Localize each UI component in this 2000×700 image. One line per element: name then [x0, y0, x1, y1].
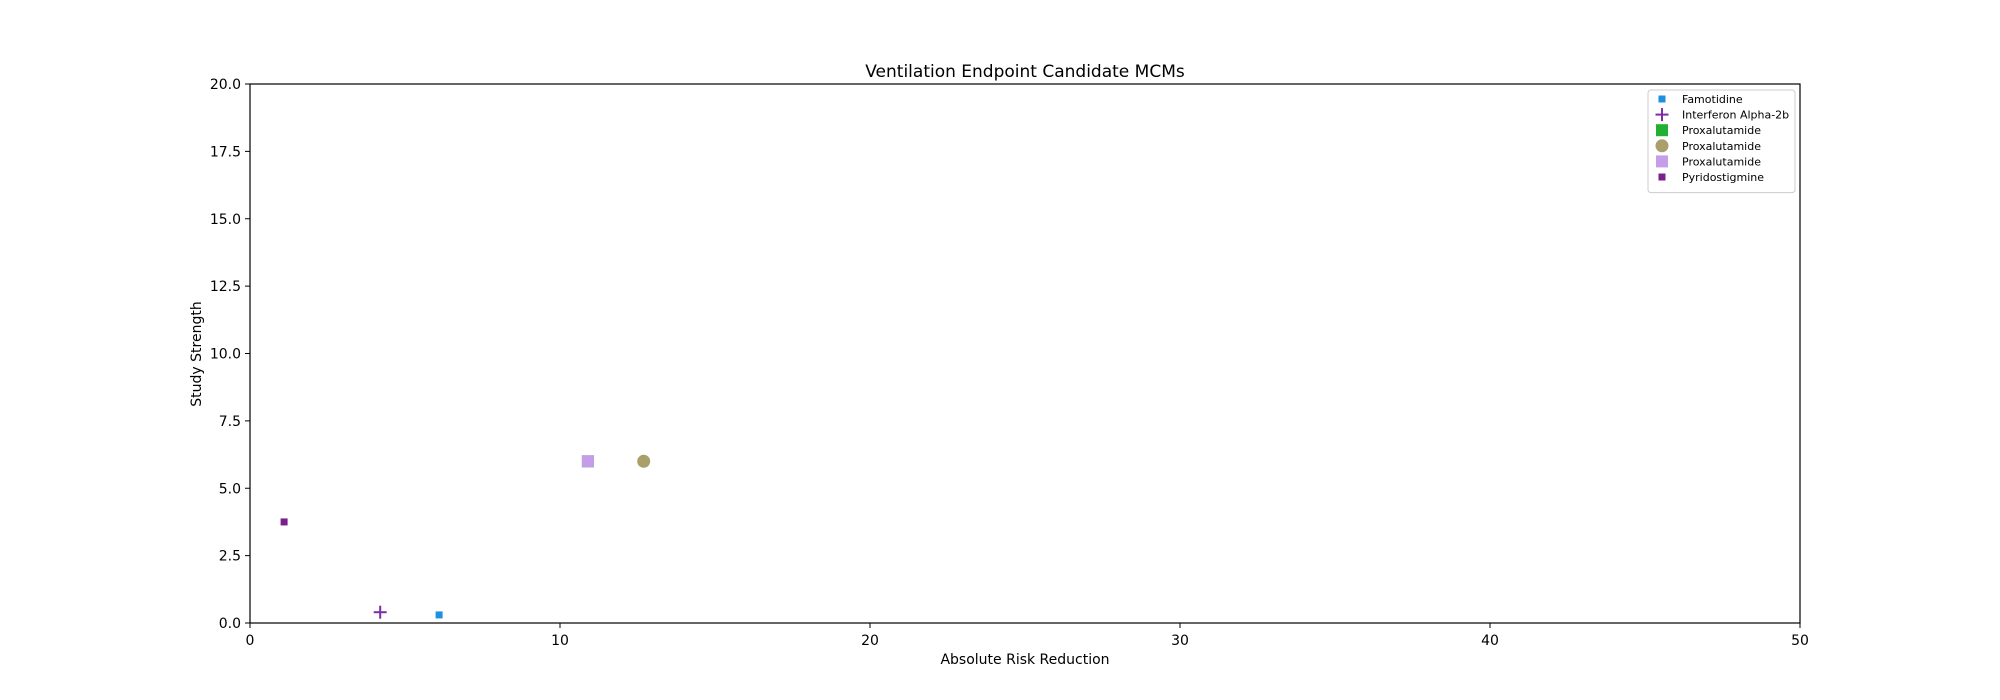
x-tick-label: 40: [1481, 633, 1499, 649]
x-tick-label: 30: [1171, 633, 1189, 649]
y-tick-label: 2.5: [219, 549, 241, 565]
y-tick-label: 10.0: [210, 347, 241, 363]
data-point: [435, 611, 443, 619]
y-tick-label: 15.0: [210, 212, 241, 228]
legend-marker: [1655, 139, 1669, 153]
legend-entry-label: Pyridostigmine: [1682, 171, 1764, 184]
x-axis-label: Absolute Risk Reduction: [940, 652, 1109, 668]
y-tick-label: 7.5: [219, 414, 241, 430]
legend-box: [1647, 89, 1796, 194]
legend-entry-label: Proxalutamide: [1682, 155, 1761, 168]
x-tick-label: 0: [246, 633, 255, 649]
y-tick-label: 17.5: [210, 144, 241, 160]
y-tick-label: 0.0: [219, 616, 241, 632]
y-tick-label: 5.0: [219, 481, 241, 497]
x-tick-label: 10: [551, 633, 569, 649]
data-point: [581, 455, 594, 468]
data-point: [637, 454, 651, 468]
axis-ticks: 0 10 20 30 40 50 0.0 2.5 5.0 7.5 10.0 12.5 15.0 17.5 2…: [210, 77, 1809, 649]
data-point: [280, 518, 288, 526]
x-tick-label: 20: [861, 633, 879, 649]
y-axis-label: Study Strength: [189, 301, 205, 406]
legend-marker: [1655, 108, 1669, 122]
legend-marker: [1658, 95, 1666, 103]
legend-marker: [1656, 155, 1668, 168]
x-tick-label: 50: [1791, 633, 1809, 649]
y-tick-label: 20.0: [210, 77, 241, 93]
legend-marker: [1656, 124, 1668, 137]
y-tick-label: 12.5: [210, 279, 241, 295]
legend[interactable]: Famotidine Interferon Alpha-2b Proxalutami…: [1647, 89, 1796, 194]
chart-title: Ventilation Endpoint Candidate MCMs: [865, 62, 1185, 82]
data-point: [373, 605, 387, 619]
legend-marker: [1658, 173, 1666, 181]
legend-entry-label: Famotidine: [1682, 93, 1743, 106]
legend-entry-label: Proxalutamide: [1682, 124, 1761, 137]
legend-entry-label: Proxalutamide: [1682, 140, 1761, 153]
legend-entry-label: Interferon Alpha-2b: [1682, 109, 1789, 122]
